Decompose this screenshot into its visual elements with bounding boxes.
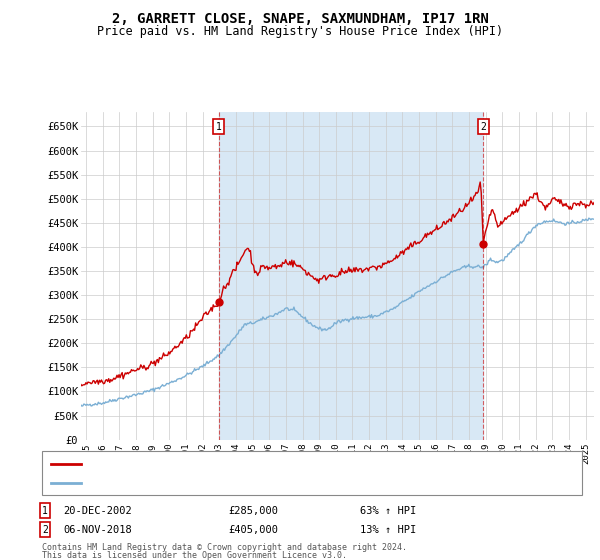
Text: 2, GARRETT CLOSE, SNAPE, SAXMUNDHAM, IP17 1RN (detached house): 2, GARRETT CLOSE, SNAPE, SAXMUNDHAM, IP1… [85, 459, 449, 469]
Text: 13% ↑ HPI: 13% ↑ HPI [360, 525, 416, 535]
Text: £285,000: £285,000 [228, 506, 278, 516]
Bar [219, 112, 483, 440]
Text: 20-DEC-2002: 20-DEC-2002 [63, 506, 132, 516]
Text: 2: 2 [481, 122, 486, 132]
Text: 06-NOV-2018: 06-NOV-2018 [63, 525, 132, 535]
Text: Contains HM Land Registry data © Crown copyright and database right 2024.: Contains HM Land Registry data © Crown c… [42, 543, 407, 552]
Text: 2: 2 [42, 525, 48, 535]
Text: HPI: Average price, detached house, East Suffolk: HPI: Average price, detached house, East… [85, 478, 367, 488]
Text: 2, GARRETT CLOSE, SNAPE, SAXMUNDHAM, IP17 1RN: 2, GARRETT CLOSE, SNAPE, SAXMUNDHAM, IP1… [112, 12, 488, 26]
Text: 1: 1 [216, 122, 221, 132]
Text: 1: 1 [42, 506, 48, 516]
Text: £405,000: £405,000 [228, 525, 278, 535]
Text: Price paid vs. HM Land Registry's House Price Index (HPI): Price paid vs. HM Land Registry's House … [97, 25, 503, 38]
Text: 63% ↑ HPI: 63% ↑ HPI [360, 506, 416, 516]
Text: This data is licensed under the Open Government Licence v3.0.: This data is licensed under the Open Gov… [42, 551, 347, 560]
